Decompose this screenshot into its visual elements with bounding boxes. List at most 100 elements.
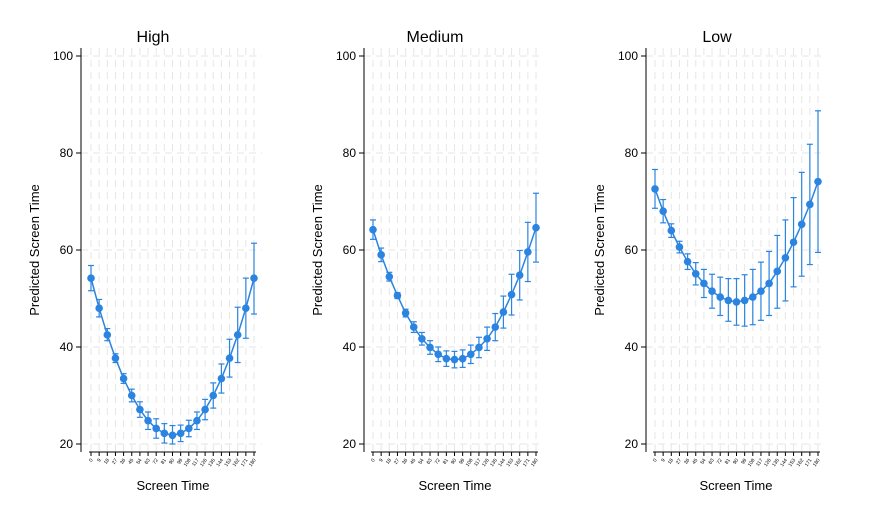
x-tick-label: 99 (176, 458, 184, 466)
x-tick-label: 72 (152, 458, 160, 466)
x-tick-label: 27 (111, 458, 119, 466)
x-tick-label: 27 (393, 458, 401, 466)
x-tick-label: 180 (248, 458, 258, 468)
data-point (789, 238, 798, 247)
x-tick-label: 72 (716, 458, 724, 466)
data-point (483, 334, 491, 343)
data-point (691, 269, 700, 278)
data-point (377, 251, 385, 259)
data-point (119, 374, 128, 383)
x-tick-label: 126 (763, 458, 773, 468)
data-point (168, 431, 177, 440)
x-tick-label: 9 (378, 458, 385, 464)
y-tick-label: 40 (343, 340, 357, 354)
panel-medium: Medium Predicted Screen Time Screen Time… (310, 29, 544, 493)
data-point (757, 287, 765, 296)
y-tick-label: 60 (343, 243, 357, 257)
y-tick-label: 100 (618, 49, 638, 63)
data-point (740, 296, 749, 305)
data-point (814, 177, 822, 186)
data-point (393, 291, 402, 300)
data-point (773, 267, 782, 276)
y-tick-label: 40 (60, 340, 74, 354)
x-tick-label: 99 (740, 458, 748, 466)
data-point (675, 243, 684, 251)
data-point (450, 355, 459, 364)
x-tick-label: 9 (96, 458, 103, 464)
data-point (667, 226, 676, 235)
data-point (418, 334, 426, 343)
x-tick-label: 72 (434, 458, 442, 466)
x-tick-label: 135 (489, 458, 499, 468)
x-tick-label: 54 (417, 458, 425, 466)
x-tick-label: 108 (465, 458, 475, 468)
x-tick-label: 36 (119, 458, 127, 466)
data-point (507, 290, 516, 299)
x-tick-label: 81 (160, 458, 168, 466)
data-point (385, 272, 394, 281)
x-tick-label: 126 (481, 458, 491, 468)
data-point (467, 350, 475, 359)
x-tick-label: 117 (191, 458, 201, 468)
x-tick-label: 18 (385, 458, 393, 466)
data-point (781, 253, 790, 262)
x-tick-label: 99 (458, 458, 466, 466)
x-tick-label: 108 (747, 458, 757, 468)
x-tick-label: 27 (675, 458, 683, 466)
y-tick-label: 60 (60, 243, 74, 257)
data-point (475, 343, 483, 352)
x-tick-label: 162 (514, 458, 524, 468)
data-point (127, 391, 136, 400)
data-point (152, 424, 160, 433)
x-tick-label: 144 (497, 458, 507, 468)
data-point (524, 248, 532, 256)
data-point (651, 185, 659, 193)
x-tick-label: 36 (683, 458, 691, 466)
data-point (250, 274, 258, 282)
y-axis-label-low: Predicted Screen Time (592, 184, 607, 316)
x-tick-label: 18 (667, 458, 675, 466)
data-point (209, 391, 218, 400)
data-point (806, 200, 814, 209)
data-point (434, 350, 443, 359)
data-point (369, 225, 377, 234)
y-tick-label: 100 (53, 49, 73, 63)
x-tick-label: 171 (804, 458, 814, 468)
y-tick-label: 100 (336, 49, 356, 63)
x-tick-label: 54 (699, 458, 707, 466)
x-tick-label: 117 (755, 458, 765, 468)
x-tick-label: 180 (530, 458, 540, 468)
y-tick-label: 40 (625, 340, 639, 354)
x-tick-label: 135 (771, 458, 781, 468)
data-point (144, 416, 152, 425)
y-tick-label: 20 (60, 437, 74, 451)
x-tick-label: 180 (812, 458, 822, 468)
panel-title-medium: Medium (407, 29, 464, 46)
x-tick-label: 45 (127, 458, 135, 466)
x-tick-label: 126 (199, 458, 209, 468)
data-point (185, 424, 193, 433)
data-point (749, 293, 757, 301)
y-tick-label: 80 (625, 146, 639, 160)
data-point (732, 298, 741, 306)
x-tick-label: 63 (144, 458, 152, 466)
x-tick-label: 90 (450, 458, 458, 466)
data-point (442, 354, 451, 363)
data-point (716, 293, 724, 301)
data-point (765, 279, 773, 288)
data-point (491, 323, 500, 331)
x-axis-label-low: Screen Time (700, 478, 773, 493)
x-tick-label: 63 (426, 458, 434, 466)
data-point (242, 304, 250, 313)
x-tick-label: 153 (505, 458, 515, 468)
data-point (532, 223, 540, 232)
x-tick-label: 63 (708, 458, 716, 466)
y-axis-label-medium: Predicted Screen Time (310, 184, 325, 316)
data-point (176, 429, 185, 438)
panel-title-high: High (137, 29, 170, 46)
data-point (700, 279, 708, 288)
data-point (103, 331, 112, 339)
x-tick-label: 162 (232, 458, 242, 468)
x-axis-label-high: Screen Time (137, 478, 210, 493)
